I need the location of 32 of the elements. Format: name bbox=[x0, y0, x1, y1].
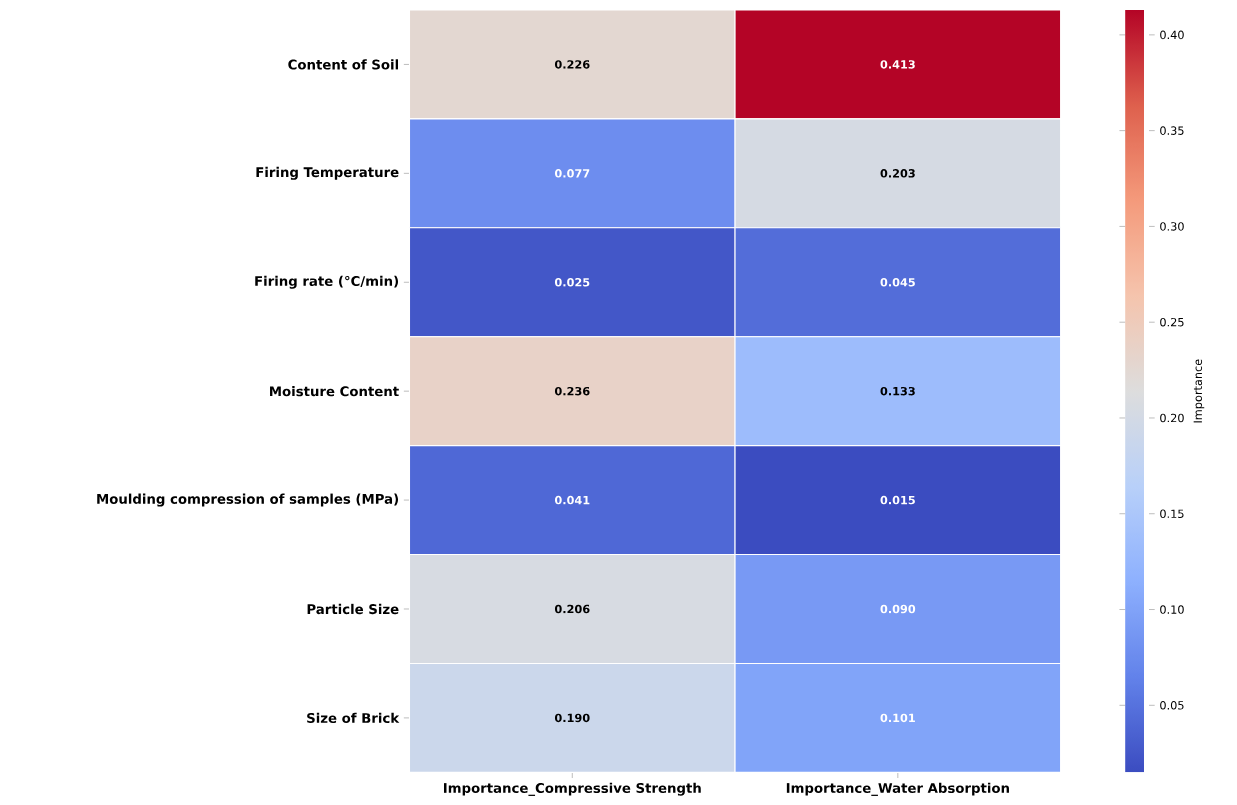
data-label: 0.203 bbox=[880, 168, 915, 178]
data-label: 0.133 bbox=[880, 386, 915, 396]
y-tick-label: Content of Soil bbox=[288, 59, 399, 70]
color-bar-label: 0.25 bbox=[1160, 317, 1184, 327]
y-tick-label: Firing Temperature bbox=[256, 166, 399, 180]
data-label: 0.101 bbox=[880, 713, 915, 723]
data-label: 0.090 bbox=[880, 604, 916, 614]
data-label: 0.041 bbox=[554, 495, 590, 505]
y-tick-label: Firing rate (°C/min) bbox=[255, 275, 399, 289]
data-label: 0.236 bbox=[554, 386, 590, 396]
color-bar-label: 0.35 bbox=[1160, 126, 1184, 135]
x-tick-label: Importance_Compressive Strength bbox=[443, 782, 701, 796]
y-tick-label: Particle Size bbox=[307, 603, 399, 615]
data-label: 0.077 bbox=[554, 168, 590, 178]
data-label: 0.015 bbox=[880, 495, 915, 505]
data-label: 0.413 bbox=[880, 60, 915, 69]
y-tick-label: Moulding compression of samples (MPa) bbox=[97, 493, 399, 507]
color-bar-title: Importance bbox=[1193, 359, 1205, 423]
color-bar-label: 0.10 bbox=[1160, 605, 1184, 614]
color-bar-label: 0.15 bbox=[1160, 509, 1184, 518]
y-tick-label: Size of Brick bbox=[307, 712, 400, 723]
x-tick-label: Importance_Water Absorption bbox=[786, 782, 1009, 796]
data-label: 0.206 bbox=[554, 604, 590, 614]
color-bar-label: 0.20 bbox=[1160, 413, 1184, 423]
data-label: 0.045 bbox=[880, 277, 915, 287]
color-bar-label: 0.30 bbox=[1160, 222, 1184, 231]
data-label: 0.190 bbox=[554, 713, 590, 723]
color-bar-label: 0.05 bbox=[1160, 700, 1184, 710]
color-bar-label: 0.40 bbox=[1160, 30, 1184, 40]
data-label: 0.226 bbox=[554, 60, 590, 69]
data-label: 0.025 bbox=[554, 277, 590, 287]
y-tick-label: Moisture Content bbox=[270, 385, 399, 397]
